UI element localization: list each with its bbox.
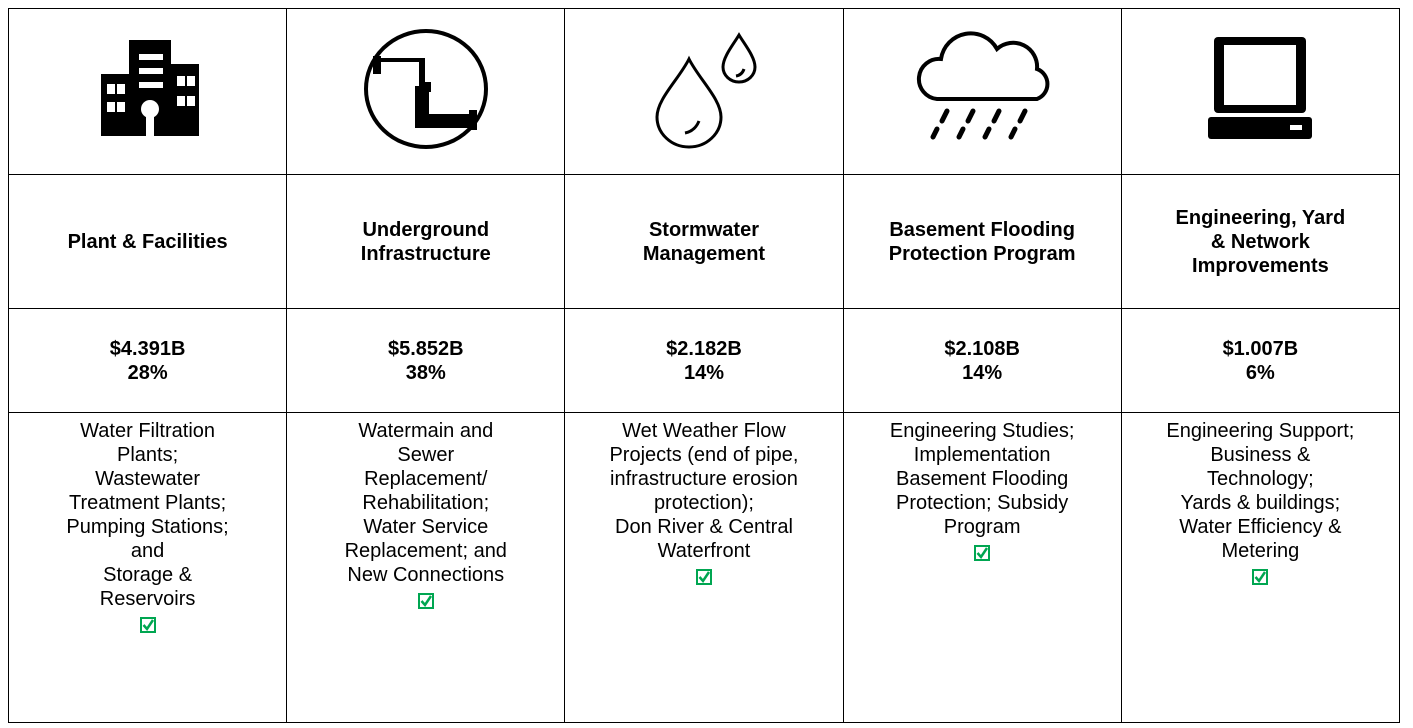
title-cell: Plant & Facilities [7, 174, 288, 309]
description-line: Replacement; and [344, 540, 507, 562]
description-line: Implementation [913, 444, 1051, 466]
amount: $2.108B [944, 337, 1020, 360]
description-line: Projects (end of pipe, [609, 444, 799, 466]
description-row: Water Filtration Plants; Wastewater Treatme… [7, 412, 1401, 723]
title-line: Protection Program [888, 242, 1076, 265]
amount-cell: $4.391B 28% [7, 308, 288, 413]
description-line: Rehabilitation; [362, 492, 490, 514]
description-line: New Connections [347, 564, 505, 586]
description-line: Don River & Central [615, 516, 793, 538]
checkbox-icon [695, 569, 712, 585]
description-line: Waterfront [657, 540, 751, 562]
description-line: Treatment Plants; [69, 492, 227, 514]
description-line: Program [943, 516, 1021, 538]
description-line: Water Filtration [80, 420, 216, 442]
amount: $4.391B [109, 337, 186, 360]
amount-cell: $2.182B 14% [564, 308, 844, 413]
icon-cell [842, 8, 1122, 175]
description-line: Water Service [363, 516, 489, 538]
percent: 38% [405, 361, 446, 384]
description-line: and [130, 540, 165, 562]
title-line: Management [642, 242, 766, 265]
checkbox-icon [417, 593, 434, 609]
percent: 14% [962, 361, 1003, 384]
icon-cell [564, 8, 844, 175]
description-line: Metering [1221, 540, 1300, 562]
drops-icon [655, 31, 757, 148]
computer-icon [1208, 36, 1313, 139]
description-cell: Engineering Support; Business & Technology… [1120, 412, 1401, 723]
description-line: Replacement/ [364, 468, 488, 490]
description-line: Basement Flooding [895, 468, 1069, 490]
title-row: Plant & Facilities Underground Infrastruct… [7, 174, 1401, 309]
checkbox-icon [1252, 569, 1269, 585]
description-line: Yards & buildings; [1180, 492, 1341, 514]
description-cell: Wet Weather Flow Projects (end of pipe, in… [564, 412, 844, 723]
amount-cell: $1.007B 6% [1120, 308, 1401, 413]
title-line: Improvements [1192, 254, 1329, 277]
checkbox-icon [974, 545, 991, 561]
description-line: infrastructure erosion [610, 468, 798, 490]
title-line: Plant & Facilities [67, 230, 228, 253]
title-line: Underground [362, 218, 490, 241]
title-cell: Underground Infrastructure [286, 174, 566, 309]
title-cell: Basement Flooding Protection Program [842, 174, 1122, 309]
description-line: Wastewater [95, 468, 201, 490]
title-cell: Engineering, Yard & Network Improvements [1120, 174, 1401, 309]
program-table: Plant & Facilities Underground Infrastruct… [7, 8, 1401, 723]
description-line: Storage & [103, 564, 193, 586]
description-line: Engineering Studies; [889, 420, 1075, 442]
amount-cell: $2.108B 14% [842, 308, 1122, 413]
description-line: Business & [1210, 444, 1311, 466]
description-line: Wet Weather Flow [622, 420, 786, 442]
amount: $5.852B [387, 337, 464, 360]
description-line: Pumping Stations; [66, 516, 229, 538]
description-cell: Watermain and Sewer Replacement/Rehabilita… [286, 412, 566, 723]
title-line: & Network [1210, 230, 1310, 253]
building-icon [100, 39, 199, 136]
description-line: Technology; [1207, 468, 1314, 490]
description-cell: Water Filtration Plants; Wastewater Treatme… [7, 412, 288, 723]
icon-cell [7, 8, 288, 175]
amount-cell: $5.852B 38% [286, 308, 566, 413]
title-line: Stormwater [648, 218, 759, 241]
percent: 6% [1245, 361, 1275, 384]
amount: $2.182B [666, 337, 742, 360]
title-line: Engineering, Yard [1175, 206, 1346, 229]
description-line: Water Efficiency & [1179, 516, 1342, 538]
amount-row: $4.391B 28% $5.852B 38% $2.182B 14% $2.108B 14%… [7, 308, 1401, 413]
description-line: protection); [653, 492, 754, 514]
description-line: Watermain and [358, 420, 494, 442]
rain-icon [917, 30, 1050, 139]
amount: $1.007B [1222, 337, 1299, 360]
description-line: Protection; Subsidy [895, 492, 1069, 514]
icon-cell [286, 8, 566, 175]
description-line: Engineering Support; [1166, 420, 1355, 442]
description-cell: Engineering Studies; Implementation Baseme… [842, 412, 1122, 723]
icon-row [7, 8, 1401, 175]
title-line: Infrastructure [360, 242, 491, 265]
icon-cell [1120, 8, 1401, 175]
pipe-icon [363, 28, 488, 149]
title-cell: Stormwater Management [564, 174, 844, 309]
description-line: Reservoirs [99, 588, 196, 610]
checkbox-icon [139, 617, 156, 633]
description-line: Sewer [397, 444, 455, 466]
percent: 28% [127, 361, 168, 384]
description-line: Plants; [117, 444, 179, 466]
percent: 14% [683, 361, 724, 384]
title-line: Basement Flooding [889, 218, 1075, 241]
